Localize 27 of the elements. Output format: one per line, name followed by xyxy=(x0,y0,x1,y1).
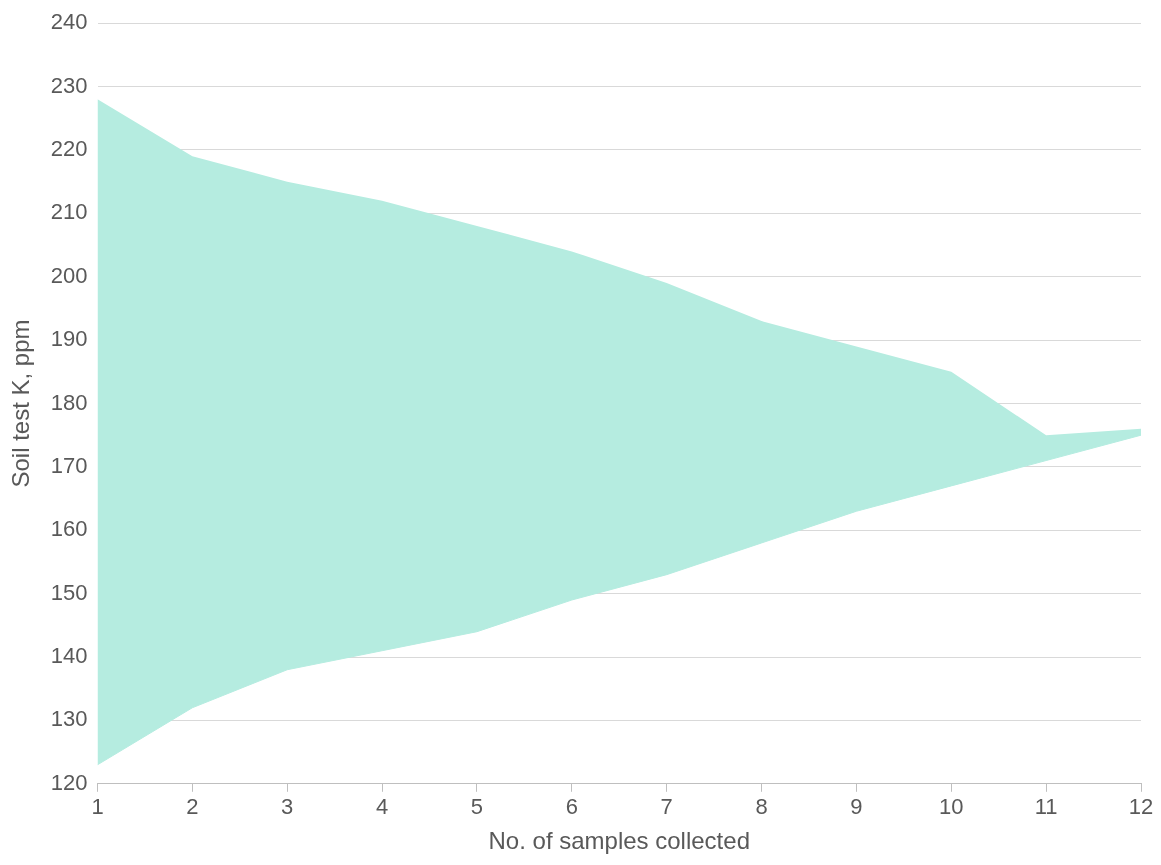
y-tick-label: 160 xyxy=(50,516,88,542)
y-tick-label: 240 xyxy=(50,9,88,35)
x-tick-label: 4 xyxy=(375,794,389,820)
x-tick-label: 5 xyxy=(470,794,484,820)
y-tick-label: 190 xyxy=(50,326,88,352)
y-axis-title: Soil test K, ppm xyxy=(7,319,35,488)
y-tick-label: 220 xyxy=(50,136,88,162)
x-tick-label: 6 xyxy=(565,794,578,820)
y-tick-label: 230 xyxy=(50,72,88,98)
x-tick-label: 3 xyxy=(281,794,294,820)
x-tick-label: 10 xyxy=(939,794,964,820)
y-tick-label: 180 xyxy=(50,389,88,415)
x-tick-label: 12 xyxy=(1128,794,1154,820)
x-tick-label: 7 xyxy=(660,794,673,820)
x-tick-label: 9 xyxy=(850,794,863,820)
x-tick-label: 8 xyxy=(755,794,768,820)
x-tick-label: 2 xyxy=(186,794,199,820)
y-tick-label: 150 xyxy=(50,579,88,605)
y-tick-label: 170 xyxy=(50,452,88,478)
x-tick-label: 1 xyxy=(91,794,104,820)
y-tick-label: 130 xyxy=(50,706,88,732)
y-tick-label: 200 xyxy=(50,262,88,288)
x-tick-label: 11 xyxy=(1034,794,1058,820)
x-axis-title: No. of samples collected xyxy=(488,827,750,855)
y-tick-label: 210 xyxy=(50,199,88,225)
y-tick-label: 140 xyxy=(50,643,88,669)
y-tick-label: 120 xyxy=(50,769,88,795)
